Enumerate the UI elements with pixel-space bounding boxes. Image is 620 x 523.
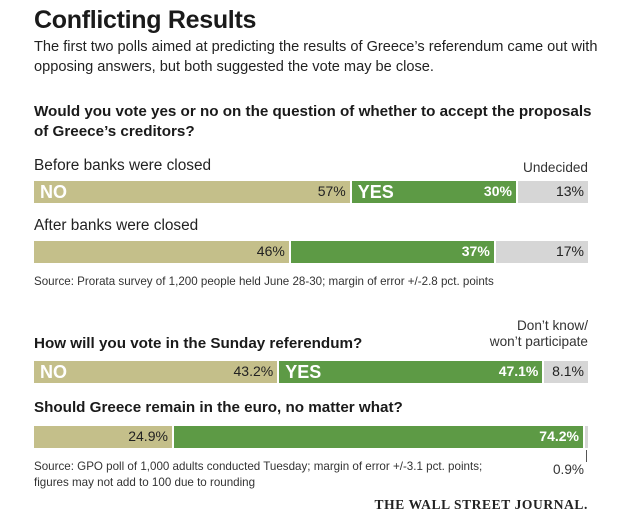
- bar-segment-no: 24.9%: [34, 426, 172, 448]
- segment-tag: NO: [40, 182, 67, 202]
- data-label: 17%: [555, 243, 584, 259]
- data-label: 43.2%: [233, 363, 274, 379]
- data-label: 30%: [483, 183, 512, 199]
- data-label: 47.1%: [498, 363, 539, 379]
- chart-title: Conflicting Results: [34, 6, 257, 34]
- bar-segment-yes: 74.2%: [171, 426, 583, 448]
- bar-segment-no: 46%: [34, 241, 289, 263]
- bar-segment-don-t-know: 8.1%: [542, 361, 588, 383]
- data-label: 8.1%: [552, 363, 584, 379]
- bar-segment-yes: YES 30%: [349, 181, 516, 203]
- poll2-question1: How will you vote in the Sunday referend…: [34, 335, 363, 352]
- stacked-bar-after: 46% 37% 17%: [34, 241, 588, 263]
- bar-segment-yes: 37%: [288, 241, 494, 263]
- publisher-credit: THE WALL STREET JOURNAL.: [374, 497, 588, 512]
- segment-tag: NO: [40, 362, 67, 382]
- chart-subtitle: The first two polls aimed at predicting …: [34, 39, 598, 75]
- data-label: 46%: [256, 243, 285, 259]
- data-label: 74.2%: [539, 428, 579, 444]
- bar-segment-no: NO 43.2%: [34, 361, 278, 383]
- dont-know-label-line1: Don’t know/: [516, 318, 588, 333]
- segment-tag: YES: [357, 182, 394, 202]
- data-label: 13%: [555, 183, 584, 199]
- row-label-before: Before banks were closed: [34, 157, 212, 174]
- poll2-question2: Should Greece remain in the euro, no mat…: [34, 399, 403, 416]
- tiny-value-label: 0.9%: [553, 462, 584, 477]
- dont-know-label: Don’t know/ won’t participate: [490, 318, 588, 350]
- data-label: 37%: [461, 243, 490, 259]
- poll1-question: Would you vote yes or no on the question…: [34, 103, 592, 140]
- row-label-after: After banks were closed: [34, 217, 199, 234]
- stacked-bar-before: NO 57% YES 30% 13%: [34, 181, 588, 203]
- poll2-source-line1: Source: GPO poll of 1,000 adults conduct…: [34, 460, 483, 473]
- dont-know-label-line2: won’t participate: [489, 334, 588, 349]
- bar-segment-undecided: 13%: [515, 181, 588, 203]
- bar-segment-undecided: 17%: [493, 241, 588, 263]
- bar-segment-no: NO 57%: [34, 181, 350, 203]
- poll2-source-line2: figures may not add to 100 due to roundi…: [34, 476, 256, 489]
- stacked-bar-vote: NO 43.2% YES 47.1% 8.1%: [34, 361, 588, 383]
- poll1-source: Source: Prorata survey of 1,200 people h…: [34, 275, 494, 288]
- bar-segment-don-t-know: [583, 426, 588, 448]
- undecided-label: Undecided: [523, 160, 588, 175]
- segment-tag: YES: [285, 362, 322, 382]
- data-label: 24.9%: [128, 428, 168, 444]
- tiny-value-leader-line: [586, 450, 587, 462]
- stacked-bar-euro: 24.9% 74.2%: [34, 426, 588, 448]
- data-label: 57%: [317, 183, 346, 199]
- bar-segment-yes: YES 47.1%: [277, 361, 543, 383]
